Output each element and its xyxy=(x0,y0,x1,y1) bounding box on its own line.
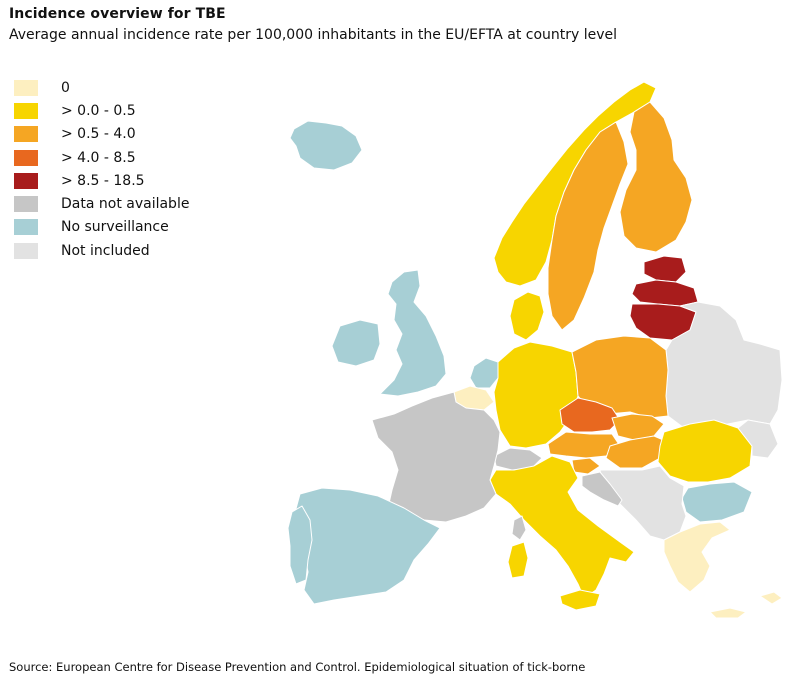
country-france-corsica xyxy=(511,515,527,541)
country-greece xyxy=(663,521,731,593)
legend-item-zero: 0 xyxy=(14,76,189,99)
legend-swatch xyxy=(14,79,38,96)
legend-item-4-8.5: > 4.0 - 8.5 xyxy=(14,146,189,169)
source-note: Source: European Centre for Disease Prev… xyxy=(9,660,586,674)
country-slovakia xyxy=(611,413,665,441)
country-denmark xyxy=(509,291,545,341)
country-ireland xyxy=(331,319,381,367)
country-finland xyxy=(619,101,693,253)
country-germany xyxy=(493,341,579,449)
legend-swatch xyxy=(14,172,38,189)
legend: 0 > 0.0 - 0.5 > 0.5 - 4.0 > 4.0 - 8.5 > … xyxy=(14,76,189,262)
country-greece-crete xyxy=(709,607,747,619)
country-norway xyxy=(493,81,657,287)
map-subtitle: Average annual incidence rate per 100,00… xyxy=(9,27,618,43)
legend-item-0-0.5: > 0.0 - 0.5 xyxy=(14,99,189,122)
legend-label: > 0.5 - 4.0 xyxy=(61,126,136,143)
legend-swatch xyxy=(14,149,38,166)
legend-item-0.5-4: > 0.5 - 4.0 xyxy=(14,123,189,146)
legend-label: Not included xyxy=(61,242,150,259)
legend-label: > 8.5 - 18.5 xyxy=(61,172,145,189)
legend-swatch xyxy=(14,196,38,213)
legend-swatch xyxy=(14,126,38,143)
country-uk xyxy=(379,269,447,397)
country-france xyxy=(371,391,501,523)
country-iceland xyxy=(289,120,363,171)
country-bulgaria xyxy=(681,481,753,523)
country-croatia xyxy=(581,471,623,507)
country-switzerland xyxy=(493,447,543,471)
legend-label: No surveillance xyxy=(61,219,169,236)
legend-item-no-surveillance: No surveillance xyxy=(14,216,189,239)
country-italy-sicily xyxy=(559,589,601,611)
country-not-included-moldova xyxy=(737,419,779,459)
legend-item-8.5-18.5: > 8.5 - 18.5 xyxy=(14,169,189,192)
country-estonia xyxy=(643,255,687,283)
country-not-included-east xyxy=(665,301,783,429)
legend-swatch xyxy=(14,219,38,236)
country-romania xyxy=(657,419,753,483)
legend-label: > 0.0 - 0.5 xyxy=(61,102,136,119)
legend-label: 0 xyxy=(61,79,70,96)
legend-swatch xyxy=(14,102,38,119)
country-latvia xyxy=(631,279,699,307)
country-slovenia xyxy=(571,457,601,475)
legend-item-data-not-available: Data not available xyxy=(14,192,189,215)
country-cyprus xyxy=(759,591,783,605)
legend-item-not-included: Not included xyxy=(14,239,189,262)
country-italy-sardinia xyxy=(507,541,529,579)
map-title: Incidence overview for TBE xyxy=(9,6,226,22)
legend-swatch xyxy=(14,242,38,259)
country-portugal xyxy=(287,505,313,585)
legend-label: > 4.0 - 8.5 xyxy=(61,149,136,166)
country-netherlands xyxy=(469,357,499,389)
legend-label: Data not available xyxy=(61,196,190,213)
country-italy xyxy=(489,455,635,599)
country-sweden xyxy=(547,121,629,331)
